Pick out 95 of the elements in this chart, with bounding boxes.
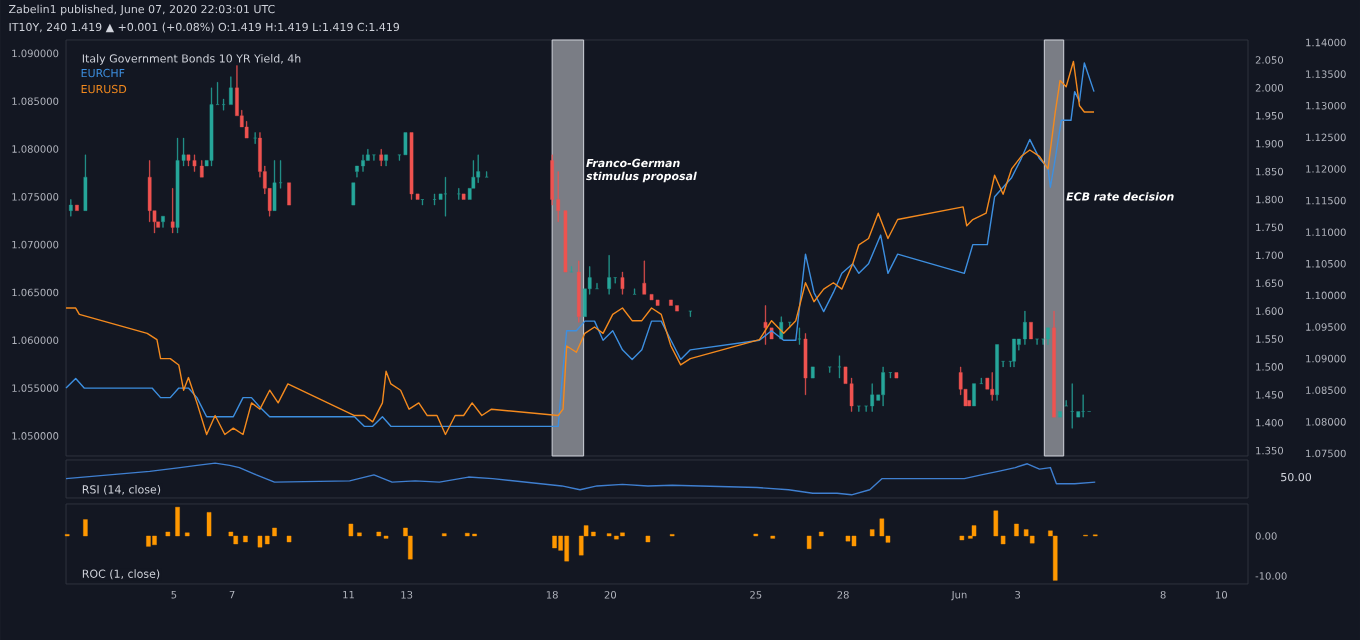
candlestick [577, 260, 581, 323]
bar [869, 529, 875, 537]
candlestick [870, 383, 874, 412]
bar [971, 525, 977, 537]
candlestick [1035, 338, 1039, 345]
bar [1014, 523, 1019, 537]
candlestick [161, 216, 165, 228]
candlestick [229, 76, 233, 105]
candlestick [837, 355, 842, 379]
candlestick [461, 193, 466, 200]
candlestick [186, 154, 191, 167]
bar [272, 527, 277, 537]
candlestick [1058, 411, 1062, 418]
candlestick [881, 366, 885, 407]
bar [408, 535, 413, 560]
bar [146, 535, 151, 547]
candlestick [476, 154, 480, 183]
bar [845, 535, 851, 542]
candlestick [803, 333, 808, 396]
candlestick [569, 266, 574, 273]
candlestick [83, 154, 88, 211]
candlestick [675, 305, 679, 312]
candlestick [669, 299, 673, 306]
candlestick [607, 255, 611, 295]
bar [1053, 535, 1058, 581]
candlestick [253, 132, 257, 144]
candlestick [1081, 394, 1085, 418]
candlestick [170, 188, 175, 234]
candlestick [1029, 322, 1033, 340]
candlestick [287, 182, 291, 206]
bar [959, 535, 965, 541]
candlestick [351, 182, 356, 206]
bar [243, 535, 248, 543]
candlestick [272, 160, 277, 211]
bar [83, 519, 88, 537]
candlestick [175, 137, 180, 234]
candlestick [990, 372, 994, 401]
bar [993, 510, 999, 537]
candlestick [763, 305, 768, 345]
candlestick [484, 171, 489, 178]
candlestick [688, 310, 693, 317]
bar [591, 531, 596, 537]
bar [1023, 529, 1029, 537]
candlestick [1052, 310, 1056, 418]
candlestick [655, 299, 660, 306]
candlestick [409, 132, 414, 200]
candlestick [443, 176, 448, 217]
candlestick [632, 288, 637, 295]
candlestick [384, 154, 388, 167]
bar [819, 531, 824, 537]
candlestick [1023, 310, 1027, 345]
candlestick [420, 199, 425, 206]
candlestick [1012, 338, 1016, 368]
bar [206, 512, 212, 537]
candlestick [403, 132, 408, 156]
bar [228, 531, 234, 537]
candlestick [797, 327, 802, 345]
bar [879, 518, 885, 537]
candlestick [1046, 327, 1050, 345]
bar [152, 535, 157, 545]
candlestick [1070, 383, 1075, 429]
candlestick [810, 366, 815, 379]
candlestick [995, 344, 999, 401]
candlestick [894, 372, 899, 379]
candlestick [432, 193, 437, 206]
bar [1029, 535, 1035, 544]
candlestick [209, 87, 214, 167]
candlestick [857, 405, 861, 412]
candlestick [642, 260, 647, 295]
candlestick [69, 199, 73, 217]
candlestick [827, 366, 832, 373]
bar [851, 535, 857, 547]
candlestick [361, 154, 365, 172]
candlestick [199, 160, 204, 178]
bar [286, 535, 292, 543]
bar [257, 535, 263, 548]
bar [165, 531, 171, 537]
bar [564, 535, 569, 562]
bar [233, 535, 238, 545]
bar [265, 535, 270, 545]
bar [806, 535, 812, 549]
bar [376, 531, 382, 537]
candlestick [379, 149, 384, 167]
candlestick [888, 372, 893, 379]
candlestick [979, 377, 984, 384]
candlestick [457, 188, 461, 200]
bar [552, 535, 557, 549]
candlestick [620, 271, 625, 295]
bar [175, 506, 180, 537]
candlestick [972, 383, 976, 407]
candlestick [372, 154, 376, 161]
candlestick [75, 204, 79, 211]
bar [348, 523, 354, 537]
bar [645, 535, 651, 543]
candlestick [192, 154, 197, 172]
